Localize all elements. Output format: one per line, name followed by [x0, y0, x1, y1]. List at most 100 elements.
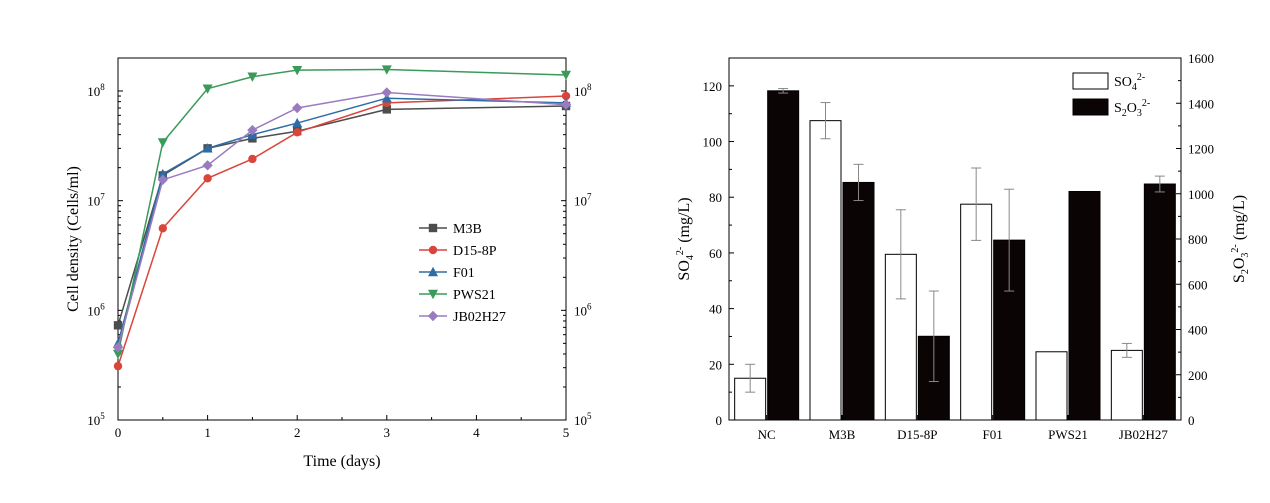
y-tick-exponent: 6 [100, 301, 105, 311]
label-sub: 4 [685, 255, 696, 260]
y-tick-base: 10 [574, 84, 587, 99]
bar-chart-sulfur: 0 20 40 60 80 100 120 0 200 400 600 800 1000 1200 140… [675, 51, 1251, 442]
category-label: M3B [829, 427, 856, 442]
y-tick-exponent: 5 [100, 411, 105, 421]
x-tick-label: 3 [384, 425, 391, 440]
left-tick-label: 120 [703, 79, 723, 94]
category-label: F01 [983, 427, 1003, 442]
right-tick-label: 1200 [1188, 142, 1214, 157]
data-point [113, 361, 123, 371]
legend-label: PWS21 [453, 288, 496, 303]
data-point [113, 349, 123, 360]
bar-so4 [1110, 349, 1143, 421]
y-tick-label-left: 107 [87, 192, 105, 209]
label-base: SO [1114, 75, 1132, 90]
legend-label: S2O32- [1114, 98, 1150, 119]
series-line [117, 105, 567, 326]
legend-label: SO42- [1114, 72, 1145, 93]
label-sup: 2- [1230, 244, 1241, 252]
line-chart-frame [117, 57, 567, 421]
right-tick-label: 200 [1188, 368, 1208, 383]
line-chart-x-axis: 0 1 2 3 4 5 [115, 415, 570, 440]
data-point [292, 102, 303, 114]
label-sup: 2- [1142, 98, 1150, 109]
left-tick-label: 100 [703, 135, 723, 150]
label-mid: O [1231, 258, 1248, 270]
label-suffix: (mg/L) [676, 197, 693, 246]
legend-item: PWS21 [419, 288, 496, 303]
error-bar [820, 102, 831, 140]
legend-marker [428, 289, 438, 300]
left-tick-label: 0 [716, 413, 723, 428]
data-point [112, 342, 124, 353]
data-point [560, 99, 572, 110]
line-chart-legend: M3B D15-8P F01 PWS21 JB02H27 [419, 222, 506, 325]
label-sup: 2- [1137, 72, 1145, 83]
line-chart-x-label: Time (days) [303, 453, 380, 470]
y-tick-exponent: 8 [100, 82, 105, 92]
bar-chart-left-axis: 0 20 40 60 80 100 120 [703, 79, 734, 428]
data-point [292, 117, 303, 128]
right-tick-label: 600 [1188, 277, 1208, 292]
category-label: PWS21 [1048, 427, 1088, 442]
label-base: S [1114, 101, 1122, 116]
data-point [381, 92, 392, 103]
left-tick-label: 40 [709, 302, 722, 317]
series-PWS21 [113, 65, 571, 360]
x-tick-label: 4 [473, 425, 480, 440]
data-point [203, 174, 212, 183]
label-base: SO [676, 260, 693, 280]
left-tick-label: 80 [709, 190, 722, 205]
error-bar [1121, 342, 1132, 358]
bar-chart-left-y-label: SO42- (mg/L) [675, 197, 696, 280]
y-tick-exponent: 5 [587, 411, 592, 421]
data-point [381, 65, 392, 75]
bar-chart-right-y-label: S2O32- (mg/L) [1230, 195, 1251, 283]
legend-marker [427, 310, 439, 322]
y-tick-exponent: 8 [587, 82, 592, 92]
error-bar [778, 88, 789, 94]
bar-chart-x-axis: NC M3B D15-8P F01 PWS21 JB02H27 [758, 415, 1169, 442]
legend-item: D15-8P [419, 244, 497, 259]
y-tick-exponent: 7 [100, 192, 105, 202]
bar-s2o3 [1143, 183, 1176, 421]
category-label: D15-8P [897, 427, 937, 442]
bar-so4 [809, 120, 842, 421]
bar-chart-right-axis: 0 200 400 600 800 1000 1200 1400 1600 [1176, 51, 1214, 428]
series-JB02H27 [112, 87, 572, 353]
y-tick-exponent: 7 [587, 192, 592, 202]
data-point [381, 87, 392, 98]
category-label: JB02H27 [1119, 427, 1169, 442]
series-line [117, 95, 567, 367]
data-point [293, 128, 302, 137]
label-sub: 2 [1122, 108, 1127, 119]
data-point [158, 224, 167, 233]
y-tick-label-right: 107 [574, 192, 592, 209]
y-tick-base: 10 [574, 194, 587, 209]
legend-item: JB02H27 [419, 310, 506, 325]
legend-item: F01 [419, 266, 475, 281]
y-tick-base: 10 [87, 84, 100, 99]
legend-swatch [1072, 72, 1109, 90]
x-tick-label: 5 [563, 425, 570, 440]
error-bar [895, 209, 906, 300]
y-tick-base: 10 [87, 194, 100, 209]
right-tick-label: 400 [1188, 323, 1208, 338]
label-sub: 3 [1240, 253, 1251, 258]
data-point [157, 168, 168, 179]
error-bar [1004, 188, 1015, 292]
error-bar [853, 163, 864, 202]
bar-chart-legend: SO42-S2O32- [1072, 72, 1150, 119]
data-point [561, 91, 571, 101]
y-tick-label-left: 108 [87, 82, 105, 99]
y-tick-label-right: 105 [574, 411, 592, 428]
y-tick-label-left: 105 [87, 411, 105, 428]
y-tick-label-right: 106 [574, 301, 592, 318]
label-sub: 4 [1132, 82, 1137, 93]
legend-marker [428, 266, 438, 277]
label-sub: 2 [1240, 269, 1251, 274]
y-tick-label-left: 106 [87, 301, 105, 318]
y-tick-base: 10 [574, 303, 587, 318]
series-line [117, 97, 567, 344]
